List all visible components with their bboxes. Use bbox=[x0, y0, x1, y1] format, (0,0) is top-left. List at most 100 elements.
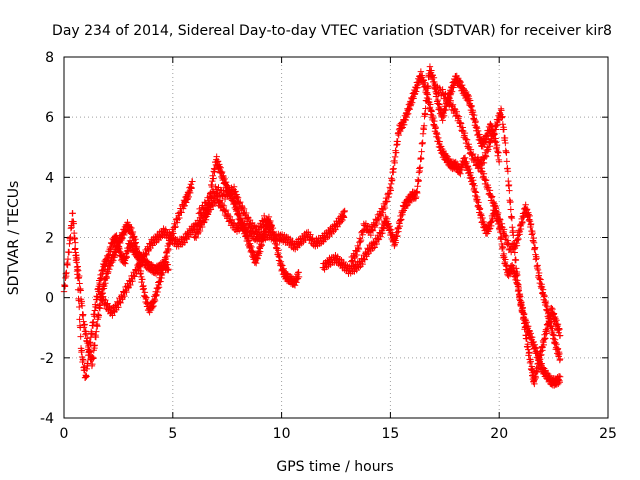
data-point bbox=[499, 113, 506, 120]
data-point bbox=[508, 214, 516, 222]
data-point bbox=[135, 253, 142, 260]
data-point bbox=[171, 224, 179, 231]
data-point bbox=[536, 358, 544, 365]
data-point bbox=[502, 256, 509, 263]
data-point bbox=[261, 216, 268, 224]
data-point bbox=[545, 309, 552, 316]
data-point bbox=[386, 226, 394, 233]
data-point bbox=[129, 272, 137, 279]
data-point bbox=[331, 221, 338, 228]
data-point bbox=[471, 182, 478, 189]
data-point bbox=[157, 278, 164, 285]
data-point bbox=[196, 227, 204, 235]
data-point bbox=[78, 302, 86, 309]
data-point bbox=[147, 240, 155, 248]
data-point bbox=[243, 215, 250, 223]
data-point bbox=[200, 206, 207, 214]
data-point bbox=[491, 130, 498, 137]
data-point bbox=[386, 184, 394, 191]
x-tick-label: 20 bbox=[490, 426, 508, 442]
data-point bbox=[463, 136, 471, 143]
data-point bbox=[398, 216, 405, 223]
data-point bbox=[78, 347, 85, 354]
data-point bbox=[226, 191, 234, 198]
data-point bbox=[503, 149, 510, 156]
data-point bbox=[353, 251, 360, 259]
data-point bbox=[131, 273, 138, 280]
data-point bbox=[419, 72, 426, 79]
data-point bbox=[276, 253, 283, 261]
data-point bbox=[104, 300, 111, 307]
data-point bbox=[457, 120, 465, 127]
data-point bbox=[123, 254, 130, 261]
data-point bbox=[481, 176, 488, 183]
data-point bbox=[454, 112, 461, 119]
data-point bbox=[96, 285, 103, 293]
data-point bbox=[161, 263, 168, 270]
data-point bbox=[518, 299, 525, 306]
data-point bbox=[494, 209, 502, 217]
data-point bbox=[473, 125, 481, 132]
data-point bbox=[385, 193, 392, 201]
data-point bbox=[222, 178, 230, 186]
data-point bbox=[265, 219, 272, 227]
data-point bbox=[540, 341, 548, 349]
data-point bbox=[464, 145, 472, 152]
data-point bbox=[359, 260, 366, 268]
data-point bbox=[371, 244, 378, 251]
data-point bbox=[121, 231, 128, 239]
data-point bbox=[66, 240, 73, 247]
data-point bbox=[459, 124, 466, 131]
data-point bbox=[532, 374, 540, 382]
data-point bbox=[249, 248, 257, 255]
data-point bbox=[120, 288, 127, 295]
data-point bbox=[414, 183, 421, 190]
data-point bbox=[65, 248, 73, 256]
data-point bbox=[492, 139, 500, 146]
data-point bbox=[380, 206, 387, 213]
data-point bbox=[307, 231, 314, 238]
data-point bbox=[357, 238, 364, 245]
data-point bbox=[139, 257, 147, 264]
data-point bbox=[393, 149, 400, 156]
data-point bbox=[492, 126, 500, 133]
series-track-5 bbox=[195, 183, 274, 238]
data-point bbox=[519, 308, 526, 316]
data-point bbox=[225, 218, 233, 225]
data-point bbox=[383, 215, 391, 223]
data-point bbox=[183, 199, 190, 206]
data-point bbox=[527, 220, 535, 228]
data-point bbox=[531, 376, 538, 383]
data-point bbox=[295, 273, 303, 281]
data-point bbox=[521, 320, 528, 327]
data-point bbox=[395, 131, 402, 139]
data-point bbox=[275, 247, 282, 254]
data-point bbox=[481, 149, 489, 156]
data-point bbox=[172, 223, 179, 230]
data-point bbox=[523, 206, 531, 213]
data-point bbox=[165, 266, 172, 273]
data-point bbox=[160, 227, 168, 234]
data-point bbox=[387, 180, 395, 188]
data-point bbox=[462, 139, 470, 147]
data-point bbox=[117, 239, 124, 247]
data-point bbox=[219, 201, 226, 209]
data-point bbox=[80, 356, 87, 364]
data-point bbox=[482, 152, 489, 159]
data-point bbox=[459, 81, 466, 89]
data-point bbox=[428, 67, 435, 74]
data-point bbox=[488, 194, 495, 201]
data-point bbox=[263, 215, 270, 223]
data-point bbox=[218, 168, 226, 176]
data-point bbox=[267, 224, 274, 231]
chart-title: Day 234 of 2014, Sidereal Day-to-day VTE… bbox=[52, 23, 612, 39]
data-point bbox=[535, 269, 543, 277]
data-point bbox=[188, 184, 195, 192]
data-point bbox=[419, 139, 426, 146]
data-point bbox=[372, 216, 379, 223]
data-point bbox=[383, 198, 390, 205]
data-point bbox=[538, 283, 546, 291]
data-point bbox=[355, 244, 362, 252]
data-point bbox=[400, 121, 408, 128]
data-point bbox=[530, 338, 537, 346]
